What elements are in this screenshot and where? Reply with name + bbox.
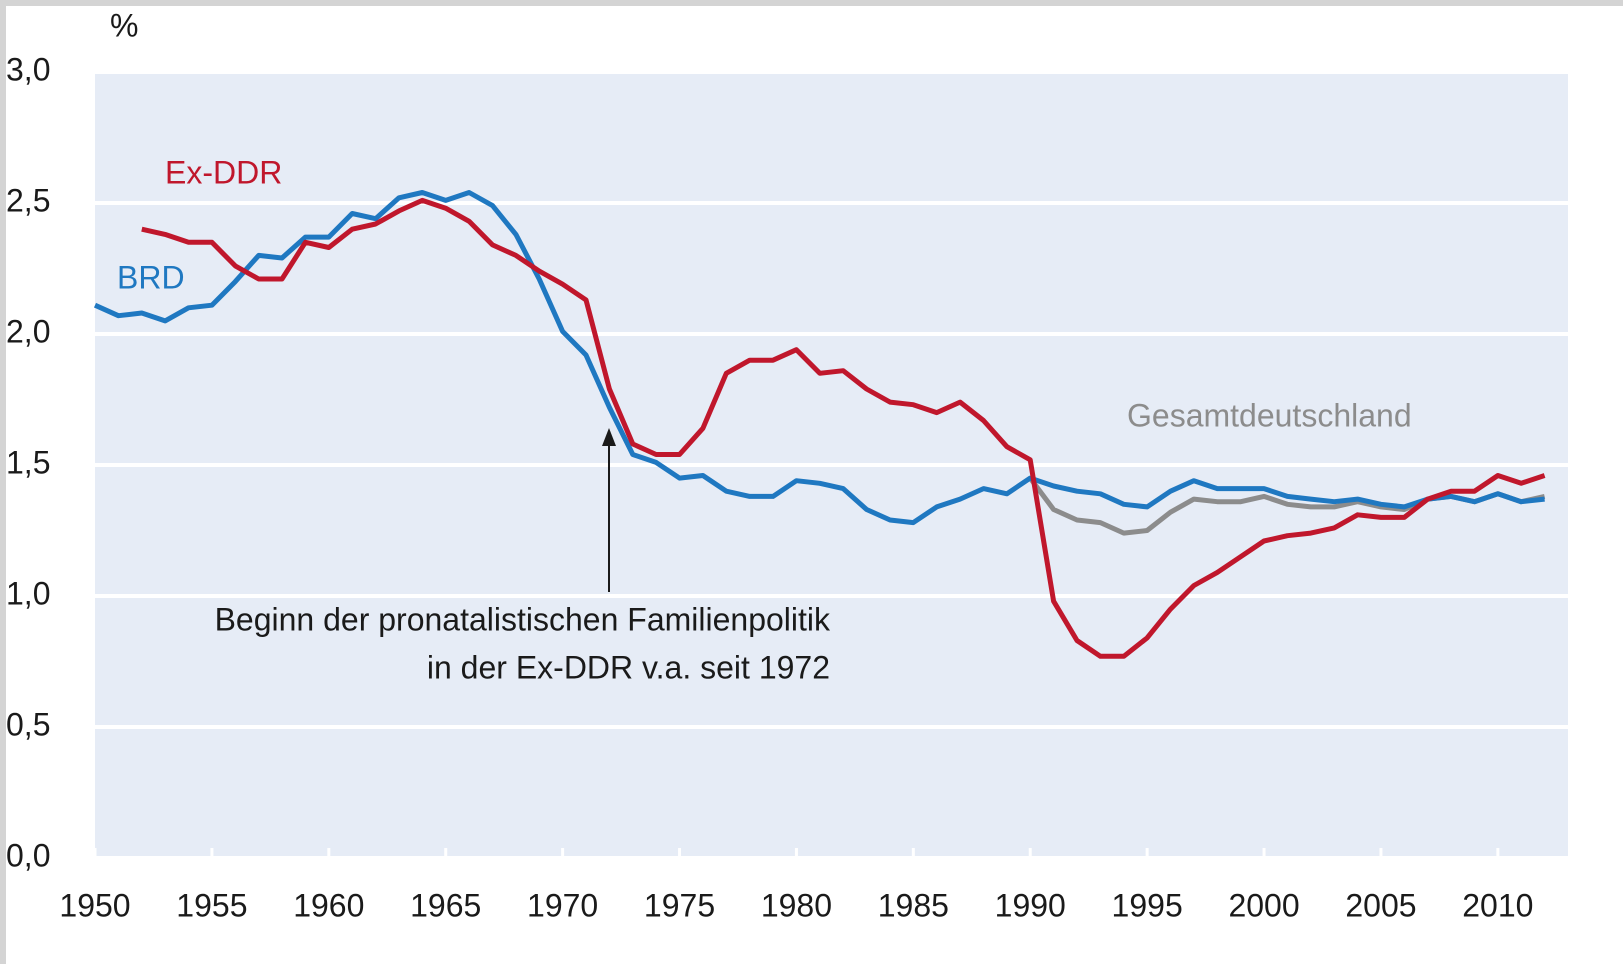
x-tick-label: 2010 [1462, 887, 1533, 923]
x-tick-label: 1985 [878, 887, 949, 923]
x-tick-label: 1970 [527, 887, 598, 923]
x-tick-label: 1990 [995, 887, 1066, 923]
x-tick-label: 1965 [410, 887, 481, 923]
x-tick-label: 1980 [761, 887, 832, 923]
series-label: Gesamtdeutschland [1127, 397, 1412, 433]
series-label: BRD [117, 259, 185, 295]
x-tick-label: 1975 [644, 887, 715, 923]
y-tick-label: 1,0 [6, 575, 50, 611]
series-line [93, 190, 1545, 526]
grid [93, 70, 1568, 860]
lines [93, 190, 1546, 659]
x-tick-label: 1960 [293, 887, 364, 923]
y-tick-label: 2,5 [6, 182, 50, 218]
annotation: Beginn der pronatalistischen Familienpol… [215, 601, 831, 637]
frame-top [0, 0, 1623, 6]
x-tick-label: 1995 [1112, 887, 1183, 923]
y-tick-label: 3,0 [6, 51, 50, 87]
series-label: Ex-DDR [165, 154, 282, 190]
series-line [141, 197, 1546, 659]
y-tick-label: 2,0 [6, 313, 50, 349]
x-tick-label: 1955 [176, 887, 247, 923]
y-tick-label: 0,0 [6, 837, 50, 873]
y-tick-label: 1,5 [6, 444, 50, 480]
unit-label: % [110, 7, 138, 43]
x-tick-label: 2000 [1228, 887, 1299, 923]
y-tick-label: 0,5 [6, 706, 50, 742]
annotation: in der Ex-DDR v.a. seit 1972 [427, 649, 830, 685]
frame-left [0, 0, 6, 964]
arrow-head [602, 428, 616, 446]
x-tick-label: 2005 [1345, 887, 1416, 923]
x-tick-label: 1950 [59, 887, 130, 923]
